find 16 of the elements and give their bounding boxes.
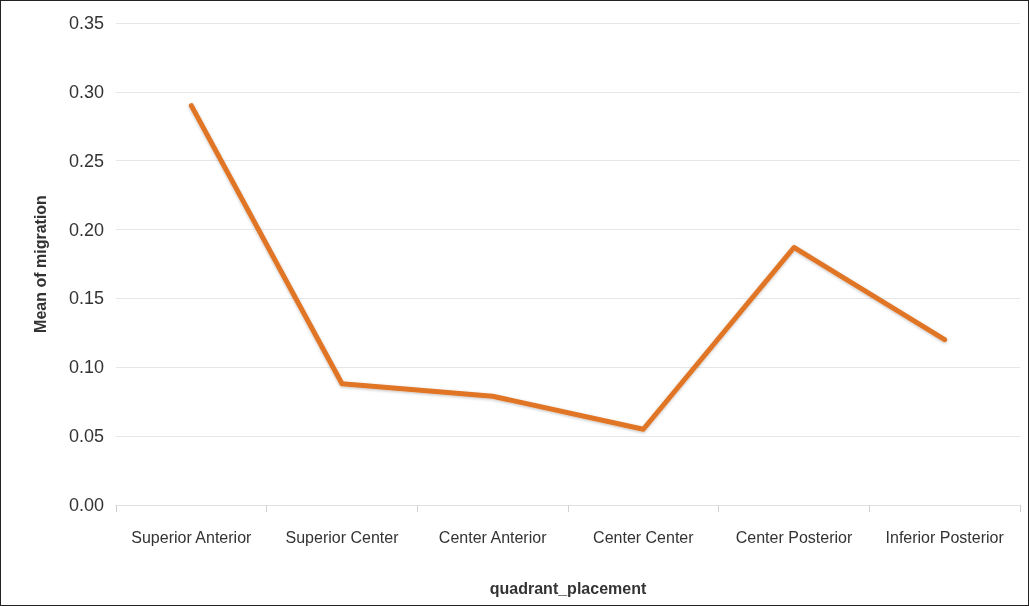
y-tick-label: 0.25 bbox=[68, 150, 104, 171]
y-tick-label: 0.30 bbox=[68, 81, 104, 102]
y-tick-label: 0.10 bbox=[68, 357, 104, 378]
x-tick-label: Superior Anterior bbox=[131, 529, 253, 546]
x-tick-label: Superior Center bbox=[285, 529, 400, 546]
y-axis-title: Mean of migration bbox=[31, 195, 49, 333]
x-tick-label: Inferior Posterior bbox=[885, 529, 1005, 546]
x-axis-title: quadrant_placement bbox=[489, 579, 647, 597]
y-tick-label: 0.35 bbox=[68, 13, 104, 33]
x-tick-label: Center Posterior bbox=[735, 529, 853, 546]
y-tick-label: 0.05 bbox=[68, 426, 104, 447]
y-tick-label: 0.20 bbox=[68, 219, 104, 240]
y-tick-label: 0.00 bbox=[68, 495, 104, 515]
x-tick-label: Center Anterior bbox=[438, 529, 548, 546]
y-tick-label: 0.15 bbox=[68, 288, 104, 309]
x-tick-label: Center Center bbox=[593, 529, 695, 546]
